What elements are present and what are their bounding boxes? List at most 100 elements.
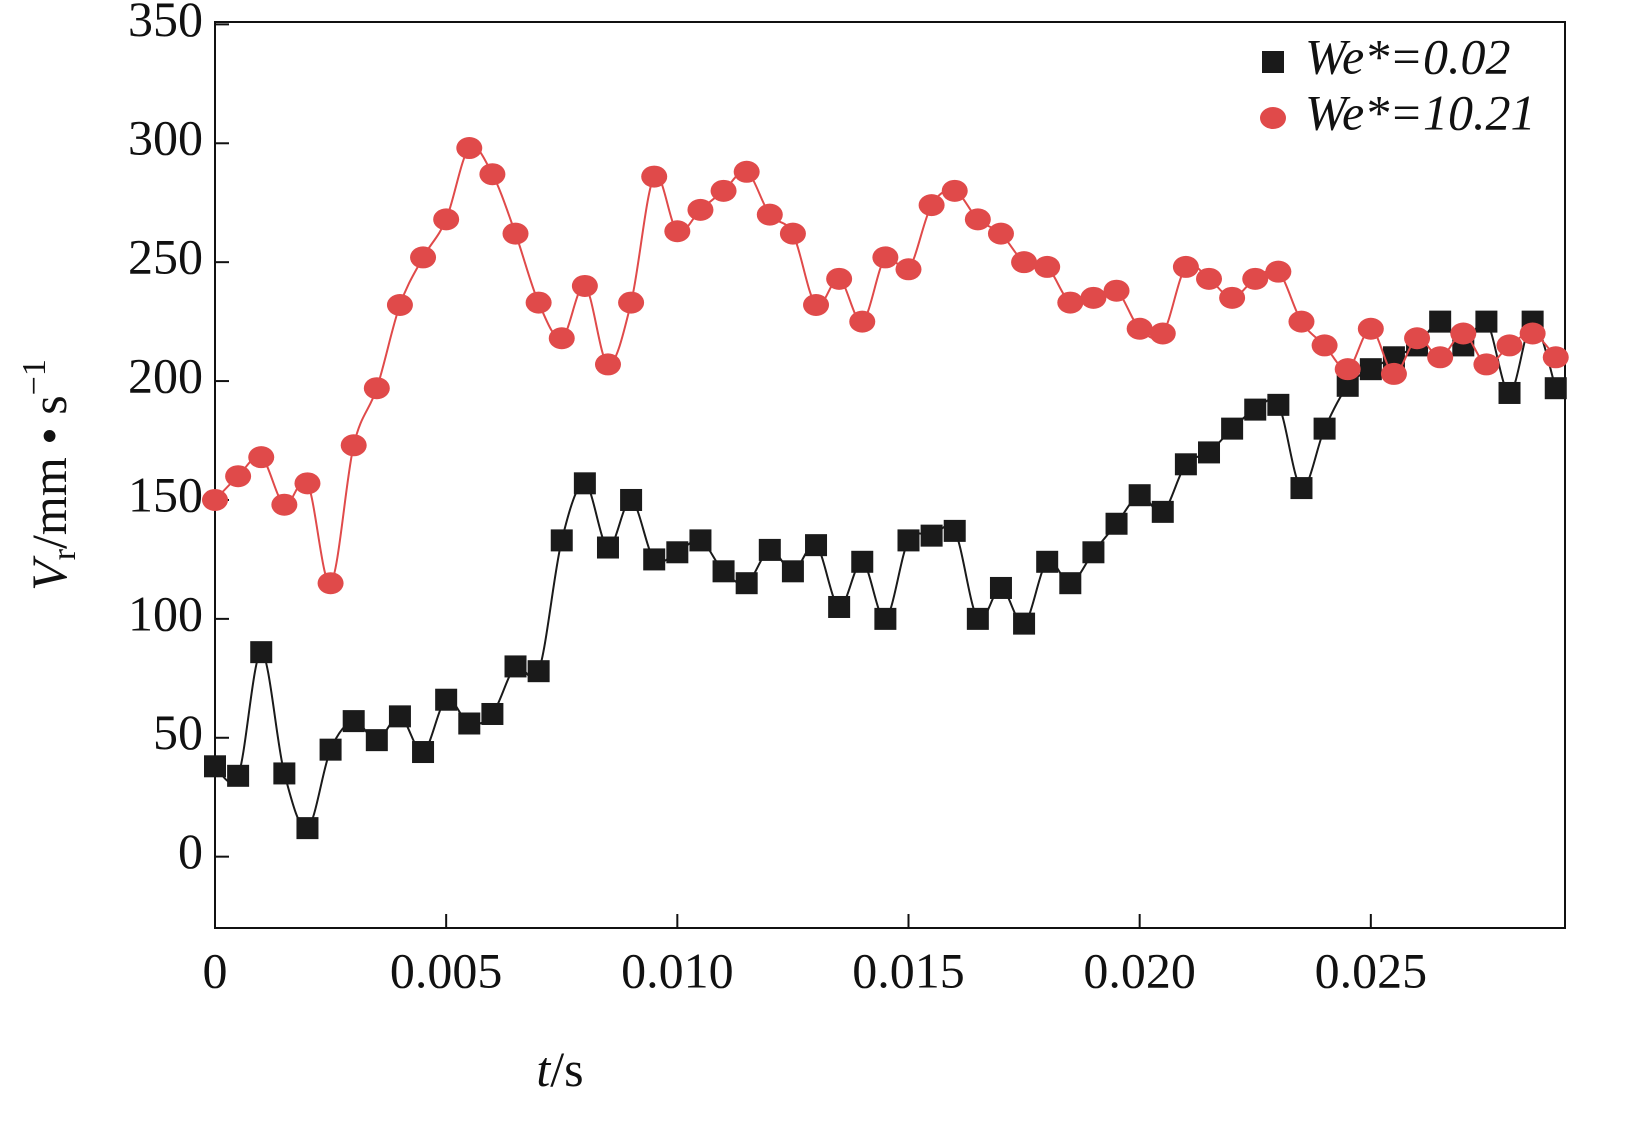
- point: [1244, 398, 1267, 421]
- x-tick-label: 0.010: [621, 942, 734, 998]
- point: [296, 817, 319, 840]
- point: [803, 293, 830, 316]
- y-label-sup: −1: [16, 359, 53, 395]
- point: [271, 493, 298, 516]
- y-tick-label: 0: [178, 823, 203, 879]
- point: [1034, 255, 1061, 278]
- legend-marker: [1262, 51, 1284, 73]
- point: [851, 550, 874, 573]
- y-tick-label: 250: [128, 229, 203, 285]
- point: [386, 293, 413, 316]
- point: [1450, 322, 1477, 345]
- point: [1196, 267, 1223, 290]
- point: [828, 595, 851, 618]
- point: [1080, 286, 1107, 309]
- point: [966, 607, 989, 630]
- point: [1429, 310, 1452, 333]
- point: [317, 572, 344, 595]
- point: [1290, 477, 1313, 500]
- point: [735, 572, 758, 595]
- point: [594, 353, 621, 376]
- point: [365, 729, 388, 752]
- point: [342, 710, 365, 733]
- point: [1082, 541, 1105, 564]
- point: [1544, 377, 1567, 400]
- point: [248, 446, 275, 469]
- point: [319, 738, 342, 761]
- point: [1174, 453, 1197, 476]
- point: [294, 472, 321, 495]
- point: [1221, 417, 1244, 440]
- point: [710, 179, 737, 202]
- point: [502, 222, 529, 245]
- point: [410, 246, 437, 269]
- x-axis-label: t/s: [536, 1041, 583, 1097]
- point: [548, 327, 575, 350]
- y-tick-label: 50: [153, 704, 203, 760]
- point: [433, 208, 460, 231]
- point: [227, 764, 250, 787]
- point: [1382, 346, 1405, 369]
- point: [1267, 393, 1290, 416]
- point: [202, 488, 228, 511]
- point: [1496, 334, 1523, 357]
- point: [1128, 484, 1151, 507]
- point: [943, 519, 966, 542]
- point: [481, 702, 504, 725]
- x-tick-label: 0.025: [1315, 942, 1428, 998]
- legend-marker: [1260, 107, 1286, 129]
- point: [1011, 251, 1038, 274]
- point: [1126, 317, 1153, 340]
- point: [620, 488, 643, 511]
- x-tick-label: 0.005: [390, 942, 503, 998]
- point: [826, 267, 853, 290]
- point: [1149, 322, 1176, 345]
- point: [874, 607, 897, 630]
- point: [250, 641, 273, 664]
- point: [987, 222, 1014, 245]
- point: [1359, 358, 1382, 381]
- point: [618, 291, 645, 314]
- point: [1473, 353, 1500, 376]
- point: [641, 165, 668, 188]
- point: [1334, 358, 1361, 381]
- point: [895, 258, 922, 281]
- point: [1172, 255, 1199, 278]
- point: [666, 541, 689, 564]
- point: [918, 194, 945, 217]
- point: [1404, 327, 1431, 350]
- y-label-sub: r: [46, 548, 83, 560]
- point: [1288, 310, 1315, 333]
- point: [435, 688, 458, 711]
- y-tick-label: 350: [128, 0, 203, 47]
- point: [340, 434, 367, 457]
- point: [897, 529, 920, 552]
- y-axis-label: Vr/mm • s−1: [16, 359, 83, 591]
- point: [388, 705, 411, 728]
- point: [779, 222, 806, 245]
- point: [596, 536, 619, 559]
- point: [1498, 381, 1521, 404]
- y-tick-label: 200: [128, 348, 203, 404]
- x-label-unit: /s: [550, 1041, 583, 1097]
- point: [479, 163, 506, 186]
- point: [456, 137, 483, 160]
- point: [525, 291, 552, 314]
- point: [1519, 322, 1546, 345]
- point: [849, 310, 876, 333]
- point: [920, 524, 943, 547]
- point: [571, 274, 598, 297]
- point: [941, 179, 968, 202]
- point: [1057, 291, 1084, 314]
- point: [1357, 317, 1384, 340]
- point: [687, 198, 714, 221]
- point: [412, 741, 435, 764]
- point: [733, 160, 760, 183]
- point: [758, 538, 781, 561]
- point: [527, 660, 550, 683]
- point: [550, 529, 573, 552]
- point: [204, 755, 226, 778]
- point: [573, 472, 596, 495]
- point: [1427, 346, 1454, 369]
